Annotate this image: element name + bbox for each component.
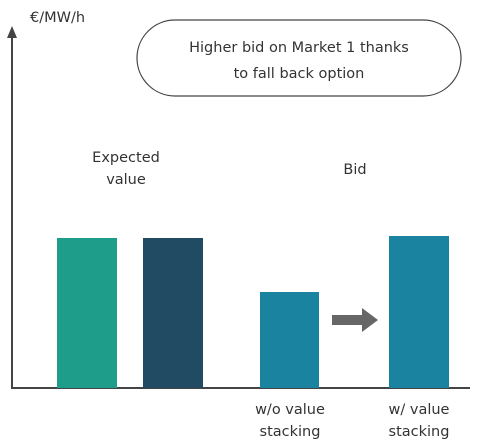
bar bbox=[389, 236, 449, 388]
bar-label: w/o value bbox=[255, 402, 325, 418]
callout-box bbox=[136, 19, 462, 97]
bar bbox=[260, 292, 319, 388]
bar-label: stacking bbox=[260, 424, 321, 440]
callout-text: to fall back option bbox=[234, 66, 365, 82]
group-label: Bid bbox=[343, 162, 366, 178]
y-axis-label: €/MW/h bbox=[30, 10, 85, 26]
bar bbox=[57, 238, 117, 388]
y-axis-arrow bbox=[7, 26, 17, 38]
group-label: value bbox=[106, 172, 146, 188]
callout-text: Higher bid on Market 1 thanks bbox=[189, 40, 409, 56]
arrow bbox=[332, 308, 378, 332]
bar-label: w/ value bbox=[389, 402, 450, 418]
bar-label: stacking bbox=[389, 424, 450, 440]
bar bbox=[143, 238, 203, 388]
group-label: Expected bbox=[92, 150, 160, 166]
